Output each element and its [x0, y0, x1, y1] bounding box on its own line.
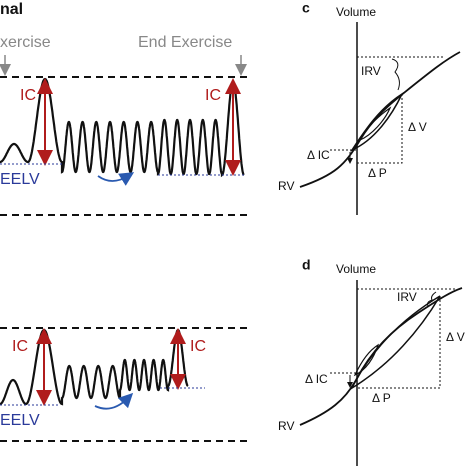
- irv-label: IRV: [361, 64, 381, 78]
- loop: [353, 343, 380, 377]
- ic-label: IC: [12, 338, 28, 355]
- dp-label: Δ P: [368, 166, 387, 180]
- axis-label: Volume: [336, 5, 376, 19]
- panel-c: c Volume IRV Δ V Δ IC Δ P RV: [278, 0, 461, 215]
- dic-label: Δ IC: [307, 148, 330, 162]
- irv-label: IRV: [397, 290, 417, 304]
- dp-label: Δ P: [372, 391, 391, 405]
- axis-label: Volume: [336, 262, 376, 276]
- brace: [391, 58, 400, 91]
- end-label: End Exercise: [138, 34, 232, 51]
- rv-label: RV: [278, 179, 294, 193]
- curve: [299, 51, 461, 188]
- dv-label: Δ V: [446, 330, 465, 344]
- loop: [350, 295, 441, 390]
- guide: [357, 94, 403, 164]
- eelv-label: EELV: [0, 412, 40, 429]
- arrow: [97, 172, 135, 186]
- panel-d: d Volume IRV Δ V Δ IC Δ P RV: [278, 257, 465, 466]
- eelv-label: EELV: [0, 171, 40, 188]
- guide: [357, 296, 441, 389]
- brace: [427, 291, 437, 307]
- start-label: xercise: [0, 34, 51, 51]
- panel-label: c: [302, 0, 310, 16]
- dv-label: Δ V: [408, 120, 427, 134]
- waveform: [0, 328, 189, 406]
- dic-label: Δ IC: [305, 372, 328, 386]
- arrow: [94, 392, 134, 410]
- panel-label: nal: [0, 1, 23, 18]
- loop: [358, 106, 392, 142]
- ic-label: IC: [20, 87, 36, 104]
- panel-label: d: [302, 257, 311, 273]
- ic-label: IC: [205, 87, 221, 104]
- waveform: [0, 77, 245, 178]
- ic-label: IC: [190, 338, 206, 355]
- rv-label: RV: [278, 419, 294, 433]
